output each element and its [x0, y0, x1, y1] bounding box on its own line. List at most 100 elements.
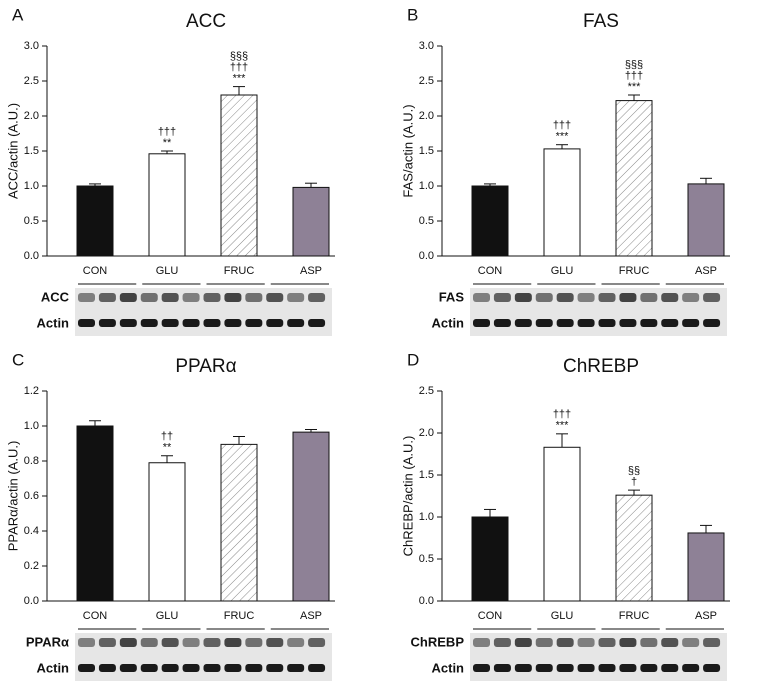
significance-label: §§§ [625, 59, 643, 71]
blot-band [493, 664, 511, 672]
significance-label: ††† [158, 126, 176, 138]
blot-band [78, 638, 95, 647]
panel: C PPARα PPARα/actin (A.U.) 0.0 0.2 0.4 0.6 0.8 1… [5, 350, 335, 681]
blot-band [577, 293, 595, 302]
blot-band [514, 293, 532, 302]
blot-band [661, 664, 679, 672]
x-tick-label: CON [478, 265, 503, 277]
blot-band [161, 293, 179, 302]
x-tick-label: FRUC [224, 265, 255, 277]
bar [615, 494, 653, 602]
blot-band [78, 664, 95, 672]
blot-band [703, 319, 721, 327]
y-axis-label: ACC/actin (A.U.) [5, 103, 20, 199]
blot-band [287, 664, 305, 672]
blot-band [245, 664, 263, 672]
blot-band [682, 638, 700, 647]
y-tick-label: 2.0 [419, 110, 434, 122]
x-tick-label: FRUC [224, 610, 255, 622]
blot-band [682, 293, 700, 302]
blot-band [203, 293, 221, 302]
blot-band [266, 664, 284, 672]
bar [220, 443, 258, 602]
blot-band [556, 638, 574, 647]
blot-band [577, 638, 595, 647]
blot-band [661, 319, 679, 327]
blot-band [140, 319, 158, 327]
blot-band [598, 319, 616, 327]
blot-band [182, 638, 200, 647]
blot-band [682, 319, 700, 327]
blot-band [203, 638, 221, 647]
blot-band [619, 319, 637, 327]
blot-label: ChREBP [411, 634, 465, 649]
panel-letter: A [12, 5, 24, 24]
significance-label: *** [233, 73, 247, 85]
blot-band [119, 293, 137, 302]
blot-band [556, 319, 574, 327]
blot-band [287, 293, 305, 302]
blot-label: ACC [41, 289, 70, 304]
blot-band [514, 664, 532, 672]
x-tick-label: GLU [156, 610, 179, 622]
bar [220, 94, 258, 257]
significance-label: ††† [553, 409, 571, 421]
y-axis-label: FAS/actin (A.U.) [400, 104, 415, 197]
significance-label: ††† [230, 62, 248, 74]
y-tick-label: 1.5 [24, 145, 39, 157]
blot-band [473, 319, 490, 327]
blot-band [266, 293, 284, 302]
y-tick-label: 0.0 [24, 595, 39, 607]
y-tick-label: 1.0 [419, 180, 434, 192]
y-tick-label: 2.5 [24, 75, 39, 87]
blot-band [640, 664, 658, 672]
y-tick-label: 0.0 [24, 250, 39, 262]
blot-band [308, 638, 326, 647]
bar [687, 532, 725, 602]
blot-band [224, 664, 242, 672]
x-tick-label: ASP [300, 265, 322, 277]
y-tick-label: 0.5 [419, 215, 434, 227]
y-tick-label: 0.4 [24, 525, 39, 537]
blot-band [78, 293, 95, 302]
panel: A ACC ACC/actin (A.U.) 0.0 0.5 1.0 1.5 2.0 2.5 3.… [5, 5, 335, 336]
significance-label: ** [163, 442, 172, 454]
y-tick-label: 2.5 [419, 75, 434, 87]
blot-label: Actin [37, 660, 70, 675]
chart-title: ACC [186, 11, 226, 32]
chart-title: PPARα [175, 356, 236, 377]
blot-band [182, 293, 200, 302]
blot-band [119, 638, 137, 647]
blot-band [245, 293, 263, 302]
bar [471, 516, 509, 602]
significance-label: ††† [625, 70, 643, 82]
blot-band [203, 319, 221, 327]
x-tick-label: ASP [695, 610, 717, 622]
blot-band [287, 638, 305, 647]
blot-band [287, 319, 305, 327]
blot-band [598, 293, 616, 302]
x-tick-label: ASP [695, 265, 717, 277]
x-tick-label: ASP [300, 610, 322, 622]
blot-label: PPARα [26, 634, 69, 649]
x-tick-label: FRUC [619, 610, 650, 622]
blot-band [224, 319, 242, 327]
bar [543, 148, 581, 257]
blot-band [556, 664, 574, 672]
significance-label: *** [556, 420, 570, 432]
y-tick-label: 1.0 [419, 511, 434, 523]
blot-band [119, 664, 137, 672]
blot-band [493, 319, 511, 327]
bar [615, 100, 653, 257]
blot-band [98, 293, 116, 302]
bar [471, 185, 509, 257]
significance-label: *** [628, 81, 642, 93]
panel-letter: B [407, 5, 418, 24]
y-tick-label: 3.0 [24, 40, 39, 52]
blot-band [640, 293, 658, 302]
chart-title: FAS [583, 11, 619, 32]
blot-band [661, 293, 679, 302]
blot-band [473, 293, 490, 302]
y-tick-label: 1.5 [419, 145, 434, 157]
blot-band [703, 293, 721, 302]
